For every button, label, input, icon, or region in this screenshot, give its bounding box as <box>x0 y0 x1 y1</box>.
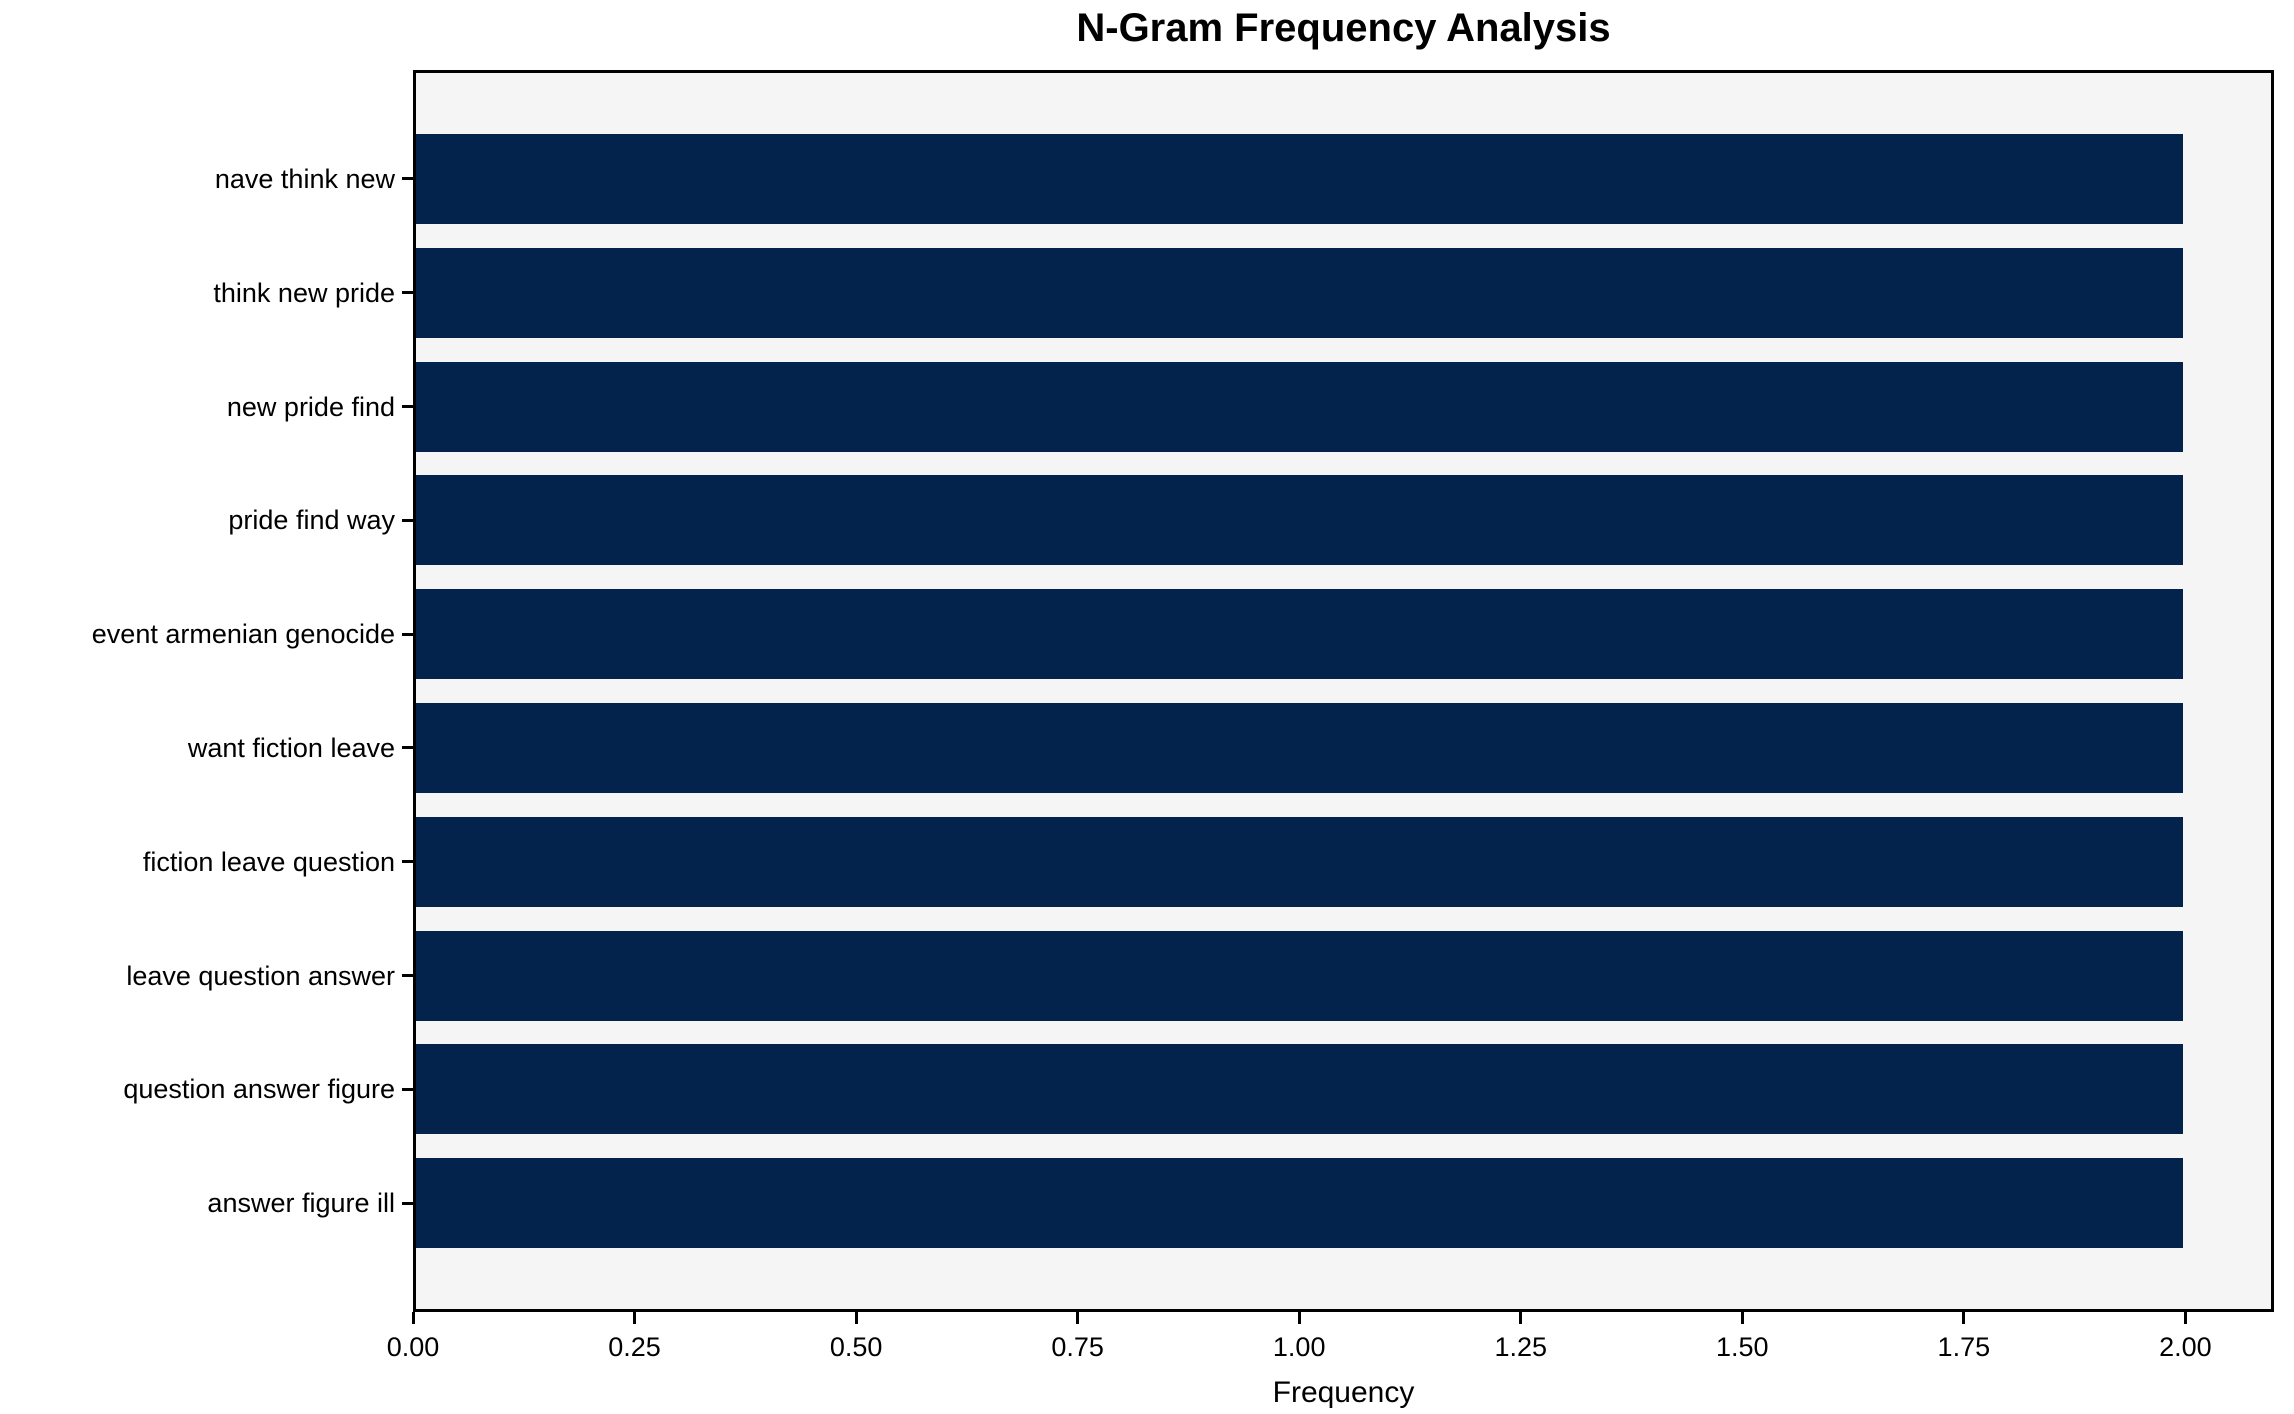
x-tick-label: 1.00 <box>1272 1332 1326 1362</box>
x-tick-mark <box>411 1312 415 1324</box>
y-tick-mark <box>402 1087 413 1091</box>
bar-new-pride-find <box>416 361 2183 452</box>
y-tick-mark <box>402 177 413 181</box>
bar-fiction-leave-question <box>416 816 2183 907</box>
x-tick-mark <box>2183 1312 2187 1324</box>
y-tick-label: answer figure ill <box>207 1188 395 1219</box>
y-tick-mark <box>402 974 413 977</box>
y-tick-mark <box>402 860 413 864</box>
x-tick-label: 1.25 <box>1494 1332 1548 1362</box>
y-tick-label: new pride find <box>226 391 395 422</box>
y-tick-label: pride find way <box>228 505 395 536</box>
y-tick-mark <box>402 291 413 295</box>
bar-pride-find-way <box>416 475 2183 566</box>
x-tick-mark <box>1076 1312 1080 1324</box>
chart-title: N-Gram Frequency Analysis <box>1076 6 1611 50</box>
x-tick-label: 0.75 <box>1051 1332 1104 1362</box>
y-tick-label: nave think new <box>214 163 395 194</box>
y-tick-label: leave question answer <box>126 960 395 991</box>
x-tick-mark <box>854 1312 858 1324</box>
bar-nave-think-new <box>416 133 2183 224</box>
x-tick-label: 1.75 <box>1937 1332 1991 1362</box>
y-tick-mark <box>402 632 413 636</box>
bar-event-armenian-genocide <box>416 589 2183 680</box>
y-tick-label: fiction leave question <box>142 846 395 877</box>
y-tick-mark <box>402 1201 413 1205</box>
y-tick-mark <box>402 746 413 750</box>
plot-area <box>413 70 2274 1312</box>
y-tick-mark <box>402 405 413 408</box>
x-tick-mark <box>1962 1312 1966 1324</box>
y-tick-label: question answer figure <box>123 1074 395 1105</box>
x-tick-mark <box>1740 1312 1744 1324</box>
x-tick-mark <box>1519 1312 1523 1324</box>
bar-want-fiction-leave <box>416 702 2183 793</box>
y-tick-mark <box>402 518 413 522</box>
x-tick-mark <box>633 1312 637 1324</box>
y-tick-label: think new pride <box>213 277 395 308</box>
bar-question-answer-figure <box>416 1044 2183 1135</box>
x-tick-label: 0.25 <box>608 1332 661 1362</box>
bar-think-new-pride <box>416 247 2183 338</box>
bar-answer-figure-ill <box>416 1158 2183 1249</box>
x-tick-label: 2.00 <box>2159 1332 2212 1362</box>
x-tick-mark <box>1297 1312 1301 1324</box>
bar-leave-question-answer <box>416 930 2183 1021</box>
x-axis-label: Frequency <box>1272 1376 1415 1409</box>
x-tick-label: 0.50 <box>829 1332 883 1362</box>
x-tick-label: 0.00 <box>386 1332 440 1362</box>
y-tick-label: event armenian genocide <box>91 619 395 650</box>
y-tick-label: want fiction leave <box>187 732 395 763</box>
x-tick-label: 1.50 <box>1716 1332 1769 1362</box>
